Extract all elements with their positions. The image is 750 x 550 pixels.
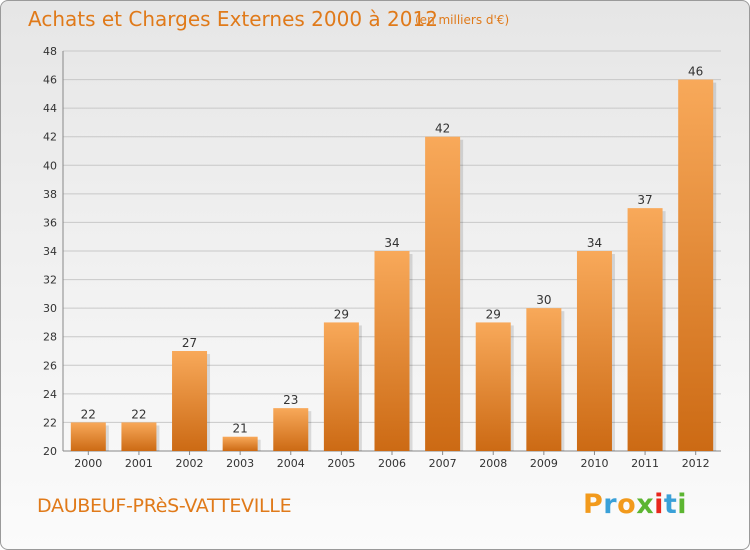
x-tick-label: 2003	[226, 457, 254, 470]
logo-letter: i	[654, 489, 664, 520]
y-tick-label: 36	[43, 216, 57, 229]
bar	[323, 322, 359, 451]
bar	[121, 422, 157, 451]
bar	[374, 251, 410, 451]
x-tick-label: 2012	[682, 457, 710, 470]
x-tick-label: 2010	[580, 457, 608, 470]
data-label: 37	[637, 193, 652, 207]
y-tick-label: 22	[43, 416, 57, 429]
logo-letter: P	[583, 489, 604, 520]
data-label: 46	[688, 65, 703, 79]
logo-letter: t	[663, 489, 678, 520]
bar	[273, 408, 309, 451]
y-tick-label: 44	[43, 102, 57, 115]
y-tick-label: 32	[43, 274, 57, 287]
data-label: 29	[334, 307, 349, 321]
y-tick-label: 30	[43, 302, 57, 315]
y-tick-label: 28	[43, 331, 57, 344]
x-tick-label: 2007	[429, 457, 457, 470]
x-tick-label: 2005	[327, 457, 355, 470]
logo-letter: o	[617, 489, 637, 520]
bar	[576, 251, 612, 451]
place-name: DAUBEUF-PRèS-VATTEVILLE	[37, 495, 292, 517]
bar	[627, 208, 663, 451]
data-label: 30	[536, 293, 551, 307]
data-label: 29	[486, 307, 501, 321]
data-label: 42	[435, 122, 450, 136]
x-tick-label: 2008	[479, 457, 507, 470]
x-tick-label: 2009	[530, 457, 558, 470]
proxiti-logo: Proxiti	[583, 489, 687, 520]
bar	[172, 351, 208, 451]
data-label: 34	[587, 236, 602, 250]
bar	[222, 436, 258, 451]
data-label: 34	[384, 236, 399, 250]
x-tick-label: 2002	[176, 457, 204, 470]
logo-letter: i	[677, 489, 688, 520]
x-tick-label: 2001	[125, 457, 153, 470]
logo-letter: x	[636, 489, 655, 520]
y-tick-label: 34	[43, 245, 57, 258]
y-tick-label: 40	[43, 159, 57, 172]
data-label: 22	[81, 407, 96, 421]
bar	[678, 79, 714, 452]
y-tick-label: 46	[43, 74, 57, 87]
data-label: 23	[283, 393, 298, 407]
bar	[475, 322, 511, 451]
y-tick-label: 42	[43, 131, 57, 144]
bar	[526, 308, 562, 451]
x-tick-label: 2011	[631, 457, 659, 470]
bar	[425, 136, 461, 451]
y-tick-label: 48	[43, 45, 57, 58]
data-label: 27	[182, 336, 197, 350]
x-tick-label: 2000	[74, 457, 102, 470]
y-tick-label: 24	[43, 388, 57, 401]
data-label: 22	[131, 407, 146, 421]
x-tick-label: 2006	[378, 457, 406, 470]
y-tick-label: 38	[43, 188, 57, 201]
logo-letter: r	[603, 489, 618, 520]
chart-title: Achats et Charges Externes 2000 à 2012	[28, 7, 438, 31]
y-tick-label: 26	[43, 359, 57, 372]
chart-subtitle: (en milliers d'€)	[415, 13, 510, 27]
x-tick-label: 2004	[277, 457, 305, 470]
y-tick-label: 20	[43, 445, 57, 458]
bar	[70, 422, 106, 451]
data-label: 21	[233, 422, 248, 436]
